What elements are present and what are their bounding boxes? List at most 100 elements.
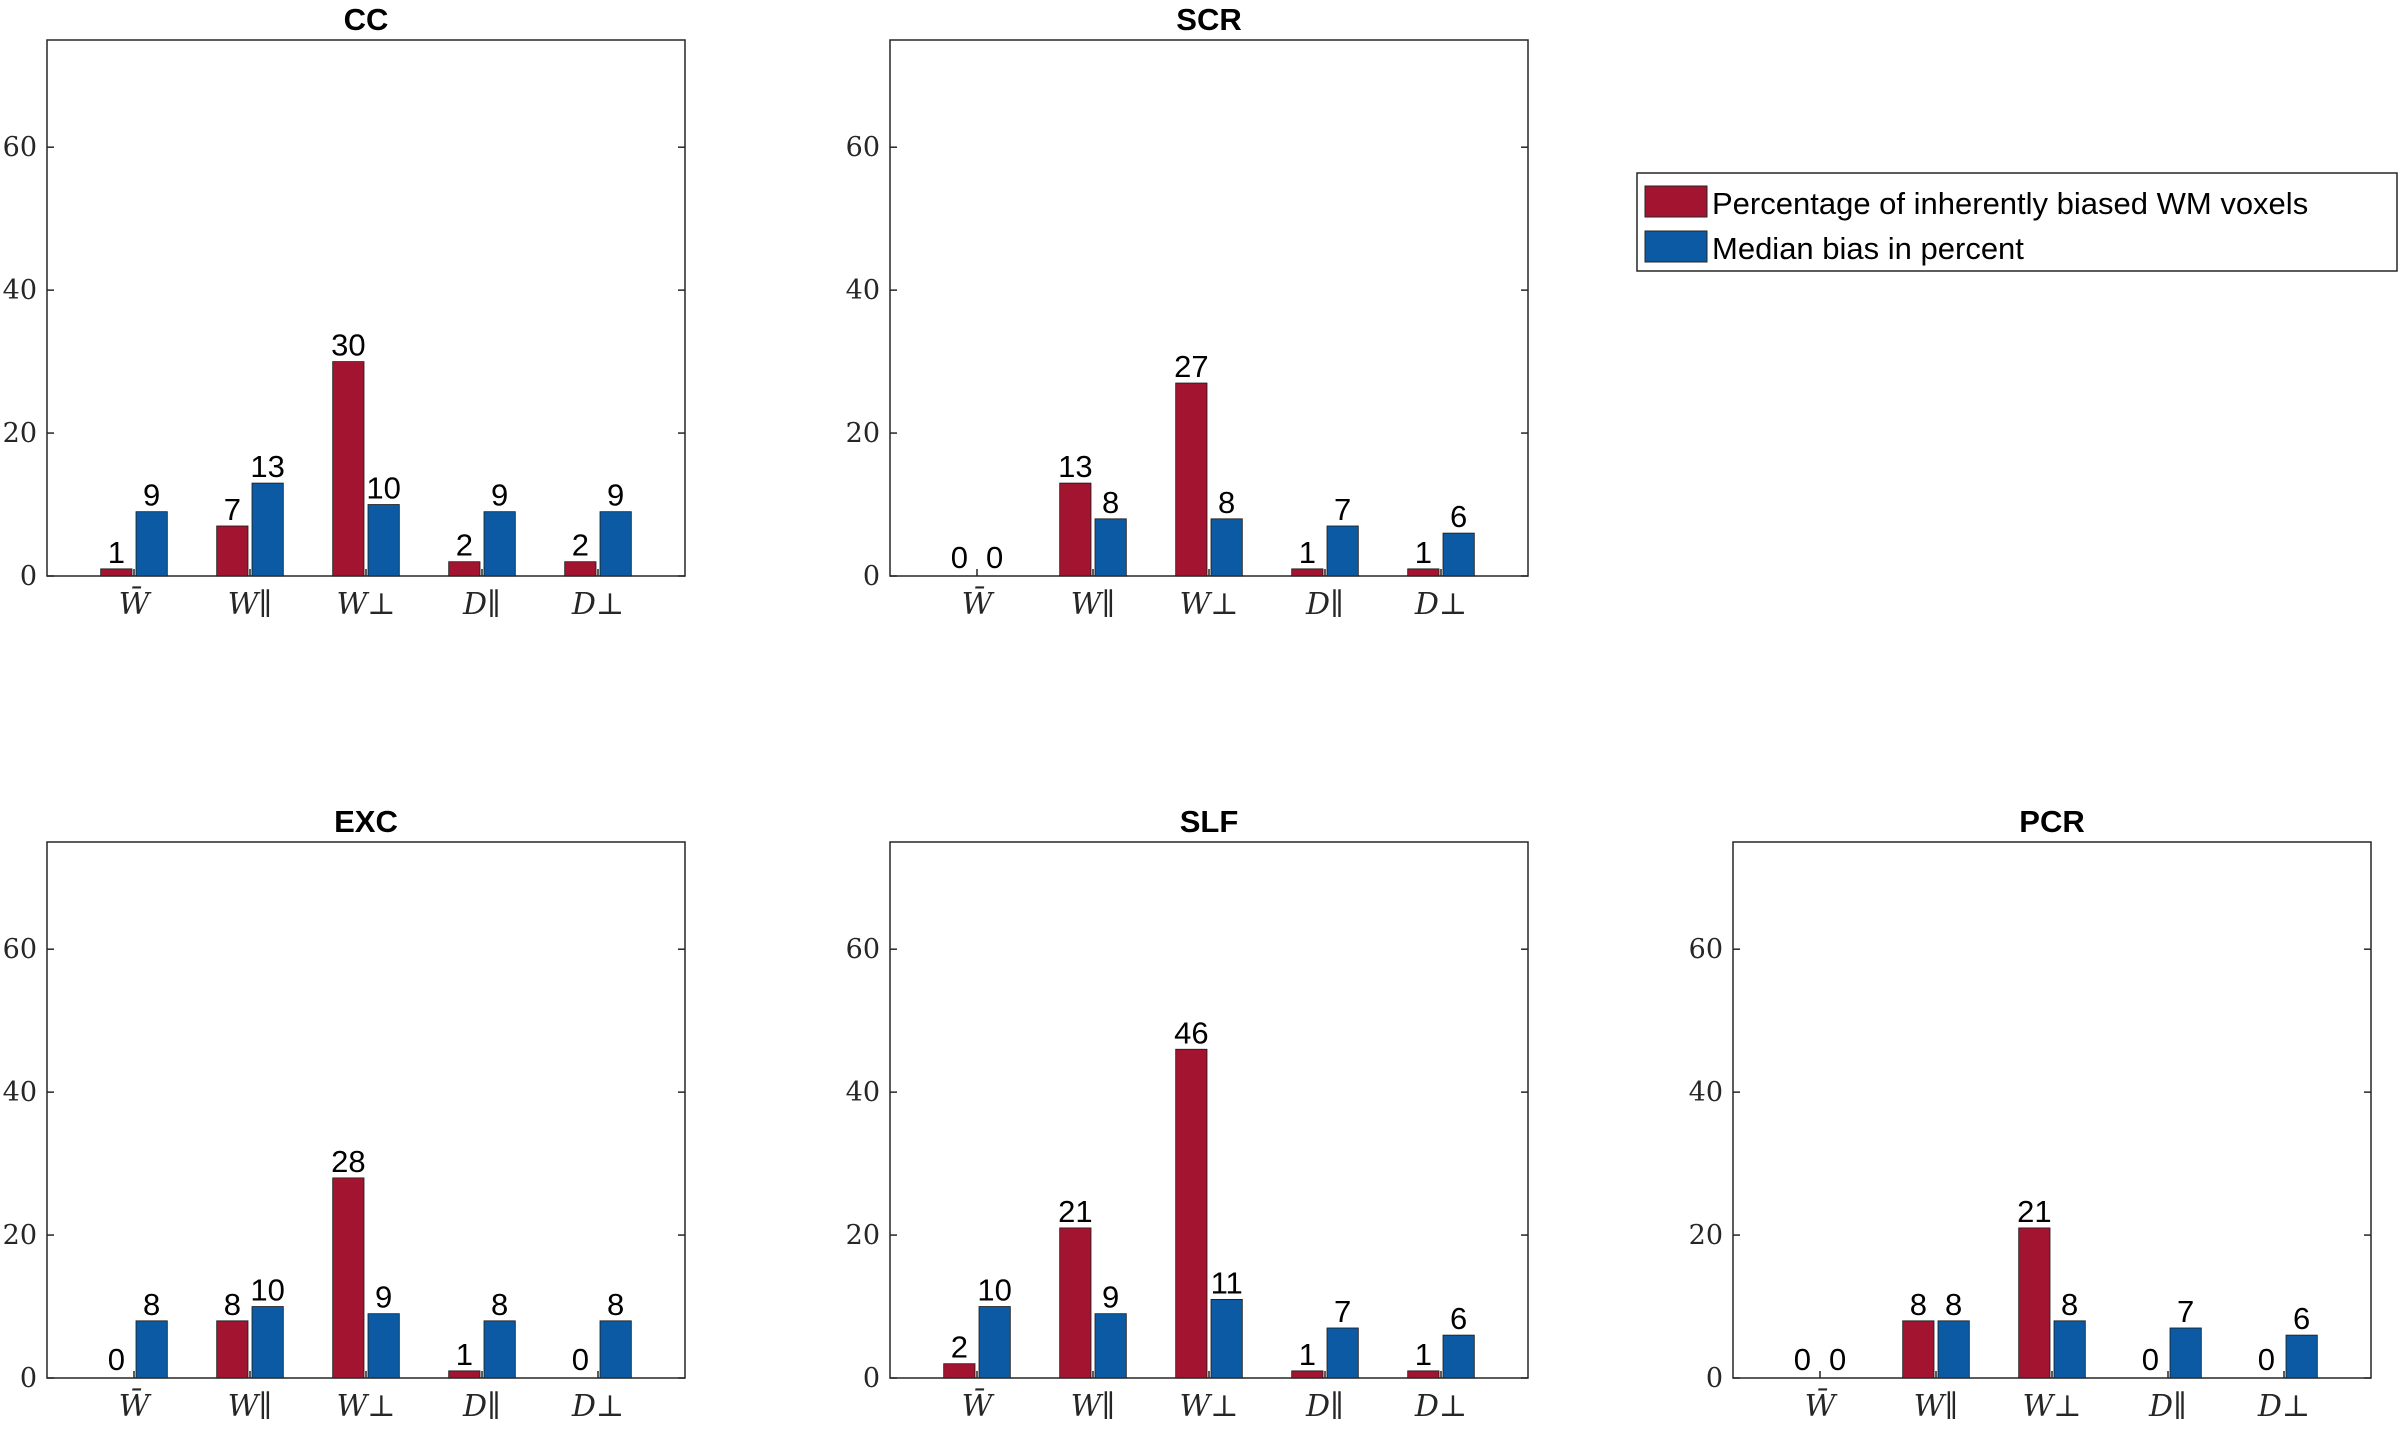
data-label-slf-0-series1: 2 bbox=[951, 1330, 968, 1365]
y-tick-label: 0 bbox=[20, 561, 37, 592]
data-label-pcr-3-series2: 7 bbox=[2177, 1294, 2194, 1329]
data-label-pcr-1-series1: 8 bbox=[1910, 1287, 1927, 1322]
x-tick-label: W⊥ bbox=[1179, 587, 1238, 622]
data-label-exc-0-series1: 0 bbox=[108, 1342, 125, 1377]
bar-slf-1-series2 bbox=[1094, 1313, 1127, 1379]
y-tick-label: 20 bbox=[846, 418, 880, 449]
x-tick-label: W∥ bbox=[228, 587, 273, 622]
data-label-cc-0-series1: 1 bbox=[108, 535, 125, 570]
bar-cc-4-series1 bbox=[564, 561, 597, 577]
bar-exc-2-series1 bbox=[332, 1177, 365, 1379]
bar-cc-1-series1 bbox=[216, 525, 249, 577]
bar-scr-2-series1 bbox=[1175, 382, 1208, 577]
data-label-cc-4-series2: 9 bbox=[607, 478, 624, 513]
data-label-scr-2-series1: 27 bbox=[1174, 349, 1208, 384]
data-label-slf-3-series1: 1 bbox=[1299, 1337, 1316, 1372]
bar-slf-0-series1 bbox=[943, 1363, 976, 1379]
data-label-slf-0-series2: 10 bbox=[977, 1273, 1011, 1308]
data-label-scr-3-series2: 7 bbox=[1334, 492, 1351, 527]
data-label-scr-0-series1: 0 bbox=[951, 540, 968, 575]
bar-cc-3-series1 bbox=[448, 561, 481, 577]
bar-exc-3-series2 bbox=[483, 1320, 516, 1379]
bar-exc-0-series2 bbox=[135, 1320, 168, 1379]
data-label-exc-4-series1: 0 bbox=[572, 1342, 589, 1377]
data-label-pcr-2-series1: 21 bbox=[2017, 1194, 2051, 1229]
x-tick-label: D⊥ bbox=[571, 587, 624, 622]
x-tick-label: W⊥ bbox=[336, 587, 395, 622]
data-label-pcr-4-series2: 6 bbox=[2293, 1301, 2310, 1336]
bar-slf-0-series2 bbox=[978, 1306, 1011, 1379]
y-tick-label: 40 bbox=[1689, 1077, 1723, 1108]
data-label-scr-1-series2: 8 bbox=[1102, 485, 1119, 520]
bar-slf-4-series2 bbox=[1442, 1334, 1475, 1379]
y-tick-label: 40 bbox=[846, 1077, 880, 1108]
bar-scr-1-series1 bbox=[1059, 482, 1092, 577]
data-label-cc-0-series2: 9 bbox=[143, 478, 160, 513]
legend: Percentage of inherently biased WM voxel… bbox=[1636, 172, 2398, 272]
y-tick-label: 0 bbox=[863, 561, 880, 592]
bar-cc-2-series1 bbox=[332, 361, 365, 577]
bar-cc-2-series2 bbox=[367, 504, 400, 577]
bar-scr-1-series2 bbox=[1094, 518, 1127, 577]
bar-cc-0-series1 bbox=[100, 568, 133, 577]
data-label-cc-1-series1: 7 bbox=[224, 492, 241, 527]
y-tick-label: 60 bbox=[1689, 934, 1723, 965]
x-tick-label: D∥ bbox=[1305, 587, 1344, 622]
axes-box-scr bbox=[889, 39, 1529, 577]
y-tick-label: 40 bbox=[846, 275, 880, 306]
x-tick-label: W∥ bbox=[1071, 587, 1116, 622]
y-tick-label: 40 bbox=[3, 275, 37, 306]
data-label-cc-2-series1: 30 bbox=[331, 328, 365, 363]
data-label-cc-3-series1: 2 bbox=[456, 528, 473, 563]
x-tick-label: W⊥ bbox=[336, 1389, 395, 1424]
bar-scr-3-series2 bbox=[1326, 525, 1359, 577]
data-label-exc-3-series2: 8 bbox=[491, 1287, 508, 1322]
y-tick-label: 60 bbox=[846, 132, 880, 163]
data-label-slf-2-series1: 46 bbox=[1174, 1015, 1208, 1050]
x-tick-label: W⊥ bbox=[2022, 1389, 2081, 1424]
y-tick-label: 20 bbox=[846, 1220, 880, 1251]
bar-pcr-4-series2 bbox=[2285, 1334, 2318, 1379]
data-label-exc-1-series2: 10 bbox=[250, 1273, 284, 1308]
bar-scr-4-series2 bbox=[1442, 532, 1475, 577]
x-tick-label: D∥ bbox=[462, 587, 501, 622]
data-label-scr-2-series2: 8 bbox=[1218, 485, 1235, 520]
bar-pcr-3-series2 bbox=[2169, 1327, 2202, 1379]
data-label-scr-1-series1: 13 bbox=[1058, 449, 1092, 484]
data-label-exc-3-series1: 1 bbox=[456, 1337, 473, 1372]
x-tick-label: W̄ bbox=[119, 586, 152, 622]
bar-cc-4-series2 bbox=[599, 511, 632, 577]
y-tick-label: 60 bbox=[846, 934, 880, 965]
data-label-scr-0-series2: 0 bbox=[986, 540, 1003, 575]
data-label-slf-1-series2: 9 bbox=[1102, 1280, 1119, 1315]
data-label-cc-2-series2: 10 bbox=[366, 471, 400, 506]
x-tick-label: W∥ bbox=[228, 1389, 273, 1424]
x-tick-label: D⊥ bbox=[1414, 1389, 1467, 1424]
x-tick-label: W∥ bbox=[1071, 1389, 1116, 1424]
data-label-slf-4-series1: 1 bbox=[1415, 1337, 1432, 1372]
x-tick-label: D⊥ bbox=[1414, 587, 1467, 622]
data-label-cc-1-series2: 13 bbox=[250, 449, 284, 484]
data-label-scr-4-series2: 6 bbox=[1450, 499, 1467, 534]
data-label-slf-4-series2: 6 bbox=[1450, 1301, 1467, 1336]
legend-label-series1: Percentage of inherently biased WM voxel… bbox=[1712, 186, 2308, 221]
data-label-exc-2-series2: 9 bbox=[375, 1280, 392, 1315]
x-tick-label: W∥ bbox=[1914, 1389, 1959, 1424]
data-label-exc-0-series2: 8 bbox=[143, 1287, 160, 1322]
x-tick-label: D∥ bbox=[2148, 1389, 2187, 1424]
bar-slf-4-series1 bbox=[1407, 1370, 1440, 1379]
y-tick-label: 20 bbox=[1689, 1220, 1723, 1251]
x-tick-label: W̄ bbox=[119, 1388, 152, 1424]
data-label-cc-4-series1: 2 bbox=[572, 528, 589, 563]
bar-cc-0-series2 bbox=[135, 511, 168, 577]
y-tick-label: 60 bbox=[3, 132, 37, 163]
bar-scr-3-series1 bbox=[1291, 568, 1324, 577]
legend-swatch-series1 bbox=[1644, 185, 1708, 218]
data-label-pcr-2-series2: 8 bbox=[2061, 1287, 2078, 1322]
bar-pcr-2-series2 bbox=[2053, 1320, 2086, 1379]
